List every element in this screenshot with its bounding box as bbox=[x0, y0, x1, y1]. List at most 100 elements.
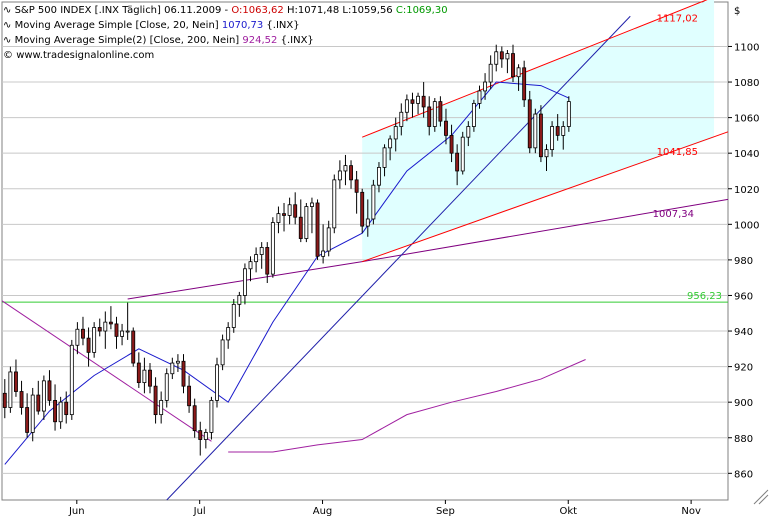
candle bbox=[203, 428, 208, 449]
ma200-line bbox=[228, 359, 586, 453]
candle-body bbox=[516, 67, 521, 78]
x-tick-label: Jul bbox=[193, 506, 206, 517]
candle bbox=[354, 170, 359, 214]
candle bbox=[365, 199, 370, 237]
y-tick-label: 1060 bbox=[734, 114, 759, 125]
candle-body bbox=[125, 330, 130, 333]
candle-body bbox=[175, 360, 180, 364]
candle bbox=[242, 263, 247, 305]
candle bbox=[516, 64, 521, 91]
legend-ma200-label: Moving Average Simple(2) [Close, 200, Ne… bbox=[14, 35, 240, 46]
candle-body bbox=[404, 99, 409, 113]
candle-body bbox=[170, 362, 175, 375]
candle bbox=[304, 202, 309, 243]
candle bbox=[360, 188, 365, 234]
candle bbox=[2, 379, 7, 419]
candle-body bbox=[108, 321, 113, 325]
candle bbox=[449, 124, 454, 163]
candle-body bbox=[242, 268, 247, 296]
candle-body bbox=[136, 362, 141, 384]
x-tick-label: Okt bbox=[559, 506, 577, 517]
candle-body bbox=[192, 405, 197, 432]
candle bbox=[349, 160, 353, 189]
candle-body bbox=[298, 216, 303, 239]
candle-body bbox=[566, 101, 571, 127]
candle-body bbox=[198, 430, 203, 440]
candle bbox=[483, 73, 488, 100]
candle bbox=[198, 421, 203, 456]
candle-body bbox=[321, 250, 326, 257]
candle bbox=[427, 96, 432, 136]
y-tick-label: 880 bbox=[734, 434, 753, 445]
candle-body bbox=[410, 99, 415, 104]
candle bbox=[231, 299, 236, 333]
candle bbox=[326, 220, 331, 257]
candle bbox=[287, 197, 292, 225]
candle-body bbox=[377, 167, 381, 186]
candle bbox=[248, 256, 253, 282]
candle bbox=[561, 121, 566, 150]
candle bbox=[265, 242, 270, 284]
candle-body bbox=[30, 394, 35, 433]
candle bbox=[471, 99, 476, 132]
candle-body bbox=[265, 247, 270, 275]
candle-body bbox=[47, 380, 52, 401]
legend-icon: ∿ bbox=[3, 35, 12, 46]
candle-body bbox=[159, 399, 164, 416]
candle bbox=[432, 98, 437, 132]
candle-body bbox=[237, 295, 242, 305]
y-tick-label: 980 bbox=[734, 256, 753, 267]
candle bbox=[404, 94, 409, 122]
legend-ma200-row: ∿ Moving Average Simple(2) [Close, 200, … bbox=[3, 33, 448, 48]
candle bbox=[64, 391, 69, 424]
candle bbox=[215, 357, 219, 408]
candle-body bbox=[511, 53, 515, 78]
candle bbox=[293, 192, 298, 225]
candle bbox=[58, 396, 63, 429]
candle-body bbox=[64, 401, 69, 416]
candle-body bbox=[527, 99, 532, 149]
candle-body bbox=[164, 373, 169, 401]
candle bbox=[533, 108, 538, 154]
candle bbox=[310, 197, 314, 234]
candle-body bbox=[555, 126, 560, 136]
y-tick-label: 900 bbox=[734, 398, 753, 409]
candle bbox=[108, 306, 113, 330]
candle-body bbox=[259, 247, 264, 255]
resize-grip-icon bbox=[753, 489, 769, 505]
candle bbox=[555, 114, 560, 141]
x-tick-label: Aug bbox=[313, 506, 333, 517]
candle bbox=[522, 60, 527, 107]
candle bbox=[511, 44, 515, 83]
candle bbox=[86, 327, 91, 367]
legend-ma200-value: 924,52 bbox=[242, 35, 278, 46]
candle bbox=[438, 96, 443, 127]
legend-open: O:1063,62 bbox=[231, 5, 284, 16]
candle-body bbox=[365, 218, 370, 227]
candle-body bbox=[220, 339, 225, 366]
candle bbox=[14, 359, 18, 397]
candle-body bbox=[354, 179, 359, 193]
candle bbox=[97, 318, 102, 337]
candle-body bbox=[187, 385, 192, 407]
candle-body bbox=[315, 202, 320, 257]
candle bbox=[421, 82, 426, 118]
legend-close: C:1069,30 bbox=[395, 5, 448, 16]
candle bbox=[226, 322, 231, 349]
candle-body bbox=[460, 136, 465, 172]
candle-body bbox=[203, 432, 208, 440]
legend-main-prefix: S&P 500 INDEX [.INX Täglich] 06.11.2009 … bbox=[14, 5, 232, 16]
y-tick-label: 860 bbox=[734, 469, 753, 480]
y-tick-label: 1020 bbox=[734, 185, 759, 196]
candle-body bbox=[69, 344, 74, 416]
candle-body bbox=[304, 206, 309, 239]
ma20-line bbox=[4, 81, 570, 465]
candle-body bbox=[477, 90, 482, 104]
y-tick-label: 960 bbox=[734, 291, 753, 302]
candle-body bbox=[538, 113, 543, 158]
steep-trendline bbox=[166, 15, 631, 501]
candle bbox=[30, 387, 35, 442]
candle-body bbox=[287, 204, 292, 216]
candle-body bbox=[148, 369, 152, 387]
